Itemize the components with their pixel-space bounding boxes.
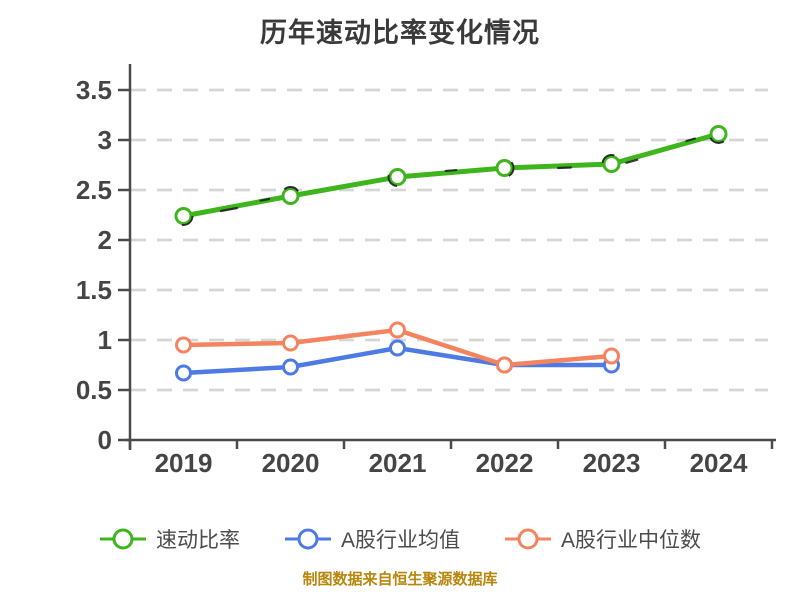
sketch-marker-outline (387, 167, 408, 187)
quick-ratio-marker (709, 125, 728, 143)
sketch-accent (685, 137, 697, 143)
industry-median-marker (496, 356, 513, 374)
x-tick-label: 2019 (155, 448, 213, 478)
sketch-marker-outline (280, 186, 301, 206)
sketch-accent (259, 197, 271, 202)
source-caption: 制图数据来自恒生聚源数据库 (302, 571, 498, 588)
quick-ratio-marker (602, 155, 621, 173)
legend-label-industry-mean: A股行业均值 (340, 529, 460, 552)
legend-marker-quick-ratio (99, 528, 146, 550)
industry-median-marker (282, 334, 299, 352)
y-tick-label: 3 (98, 125, 112, 155)
x-tick-label: 2024 (690, 448, 748, 478)
legend: 速动比率 A股行业均值 A股行业中位数 (0, 524, 800, 554)
sketch-marker-outline (708, 124, 729, 144)
legend-label-quick-ratio: 速动比率 (155, 529, 240, 552)
legend-item-industry-mean: A股行业均值 (284, 524, 460, 554)
industry-mean-marker (175, 364, 192, 382)
industry-median-marker (603, 347, 620, 365)
industry-median-marker (175, 336, 192, 354)
x-tick-label: 2023 (583, 448, 641, 478)
legend-label-industry-median: A股行业中位数 (561, 529, 702, 552)
quick-ratio-marker (388, 168, 407, 186)
x-tick-label: 2020 (262, 448, 320, 478)
quick-ratio-marker (495, 159, 514, 177)
y-tick-label: 3.5 (76, 75, 112, 105)
y-tick-label: 1 (98, 325, 112, 355)
y-tick-label: 2 (98, 225, 112, 255)
y-tick-label: 0.5 (76, 375, 112, 405)
sketch-marker-outline (601, 154, 622, 174)
y-tick-label: 2.5 (76, 175, 112, 205)
y-tick-label: 1.5 (76, 275, 112, 305)
legend-marker-industry-median (505, 528, 551, 550)
y-tick-label: 0 (98, 425, 112, 455)
chart-title: 历年速动比率变化情况 (260, 18, 540, 48)
quick-ratio-marker (174, 207, 193, 225)
quick-ratio-line (181, 131, 721, 219)
sketch-accent (625, 158, 639, 164)
industry-median-marker (389, 321, 406, 339)
sketch-accent (219, 206, 239, 213)
sketch-marker-outline (173, 206, 194, 226)
sketch-marker-outline (494, 158, 515, 178)
legend-marker-industry-mean (284, 528, 331, 550)
quick-ratio-marker (281, 187, 300, 205)
industry-mean-marker (282, 358, 299, 376)
x-tick-label: 2021 (369, 448, 427, 478)
legend-item-quick-ratio: 速动比率 (99, 524, 240, 554)
x-tick-label: 2022 (476, 448, 534, 478)
industry-mean-marker (389, 339, 406, 357)
sketch-accent (444, 168, 458, 173)
legend-item-industry-median: A股行业中位数 (504, 524, 701, 554)
